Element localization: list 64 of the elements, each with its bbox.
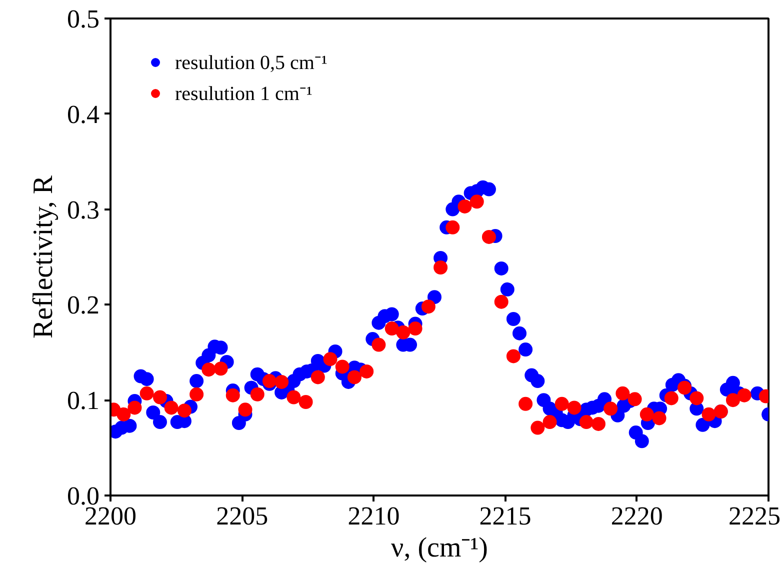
point [262, 374, 276, 388]
point [482, 230, 496, 244]
point [408, 322, 422, 336]
point [214, 362, 228, 376]
point [446, 220, 460, 234]
point [226, 388, 240, 402]
point [384, 322, 399, 336]
point [616, 386, 630, 400]
point [177, 404, 192, 418]
x-tick-label: 2210 [348, 502, 400, 530]
point [238, 402, 252, 417]
point [518, 396, 533, 411]
x-tick-label: 2225 [728, 502, 780, 530]
point [737, 388, 752, 402]
point [152, 390, 167, 404]
point [628, 392, 642, 406]
y-tick-label: 0.3 [67, 195, 100, 224]
point [190, 387, 204, 402]
point [554, 396, 569, 411]
point [347, 370, 362, 384]
point [396, 325, 410, 340]
point [140, 386, 154, 400]
point [128, 400, 142, 415]
x-tick-label: 2205 [216, 502, 268, 530]
point [604, 402, 618, 416]
legend-label: resulution 0,5 cm⁻¹ [175, 51, 328, 75]
point [298, 395, 313, 409]
point [421, 300, 436, 314]
y-tick-label: 0.4 [67, 100, 100, 129]
point [542, 415, 557, 430]
y-tick-label: 0.2 [67, 290, 100, 320]
point [567, 400, 582, 415]
point [726, 393, 740, 408]
point [652, 411, 666, 426]
point [506, 349, 520, 364]
y-tick-label: 0.1 [67, 386, 100, 416]
point [310, 370, 325, 384]
point [202, 362, 216, 377]
point [591, 416, 606, 431]
x-axis-title: ν, (cm⁻¹) [391, 532, 488, 564]
point [116, 407, 131, 422]
point [372, 338, 386, 352]
point [690, 391, 704, 406]
point [434, 260, 448, 274]
point [702, 407, 716, 422]
point [360, 364, 374, 378]
point [664, 391, 678, 406]
point [335, 360, 350, 374]
point [164, 400, 178, 415]
point [286, 390, 301, 404]
legend-label: resulution 1 cm⁻¹ [175, 82, 312, 106]
point [530, 420, 545, 435]
point [250, 387, 264, 402]
x-tick-label: 2215 [479, 502, 532, 530]
point [274, 374, 289, 389]
point [323, 352, 338, 366]
point [640, 407, 654, 422]
x-tick-label: 2220 [610, 502, 663, 530]
point [458, 199, 472, 214]
y-axis-title: Reflectivity, R [28, 175, 59, 339]
point [579, 415, 594, 430]
point [494, 294, 508, 309]
y-tick-label: 0.5 [67, 4, 100, 34]
point [470, 194, 484, 209]
